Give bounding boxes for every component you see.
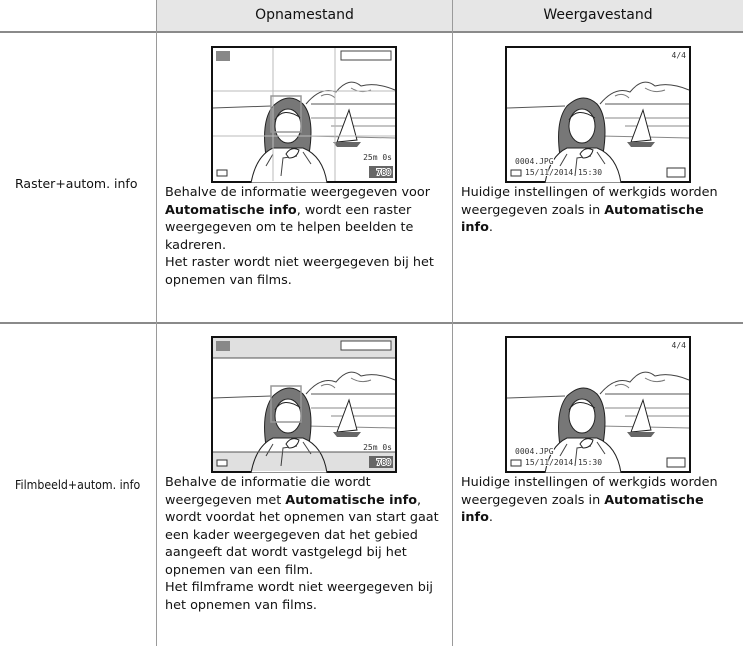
row-label: Raster+autom. info [15,176,138,191]
mode-icon [216,341,230,351]
battery-icon [216,169,228,177]
remaining-time: 25m 0s [363,443,392,452]
battery-icon [216,459,228,467]
header-cell: Opnamestand [157,0,452,31]
film-frame [213,357,395,453]
remaining-frames: 780 [377,458,392,467]
bold-term: Automatische info [285,492,417,508]
size-icon [666,167,686,178]
date-time: 15/11/2014 15:30 [525,458,602,467]
paragraph: Het filmframe wordt niet weergegeven bij… [165,579,442,614]
paragraph: Huidige instellingen of werkgids worden … [461,474,733,527]
cell-text: Behalve de informatie weergegeven voor A… [165,184,442,289]
battery-icon [510,169,522,177]
row-rule [0,322,743,324]
text-run: , wordt een raster weergegeven om te hel… [165,202,414,253]
image-counter: 4/4 [672,341,687,350]
text-run: . [488,220,493,235]
frames-box [369,166,393,178]
text-run: Het raster wordt niet weergegeven bij he… [165,255,434,288]
battery-icon [510,459,522,467]
text-run: Behalve de informatie die wordt weergege… [165,475,371,508]
text-run: , wordt voordat het opnemen van start ga… [165,492,439,578]
date-time: 15/11/2014 15:30 [525,168,602,177]
focus-frame [270,95,302,133]
column-rule [452,0,453,646]
bold-term: Automatische info [461,202,704,236]
text-run: Het filmframe wordt niet weergegeven bij… [165,580,433,613]
cell-text: Huidige instellingen of werkgids worden … [461,184,733,237]
focus-frame [270,385,302,423]
text-run: Huidige instellingen of werkgids worden … [461,475,718,508]
status-icons [340,340,392,351]
header-cell: Weergavestand [453,0,743,31]
paragraph: Het raster wordt niet weergegeven bij he… [165,254,442,289]
film-frame [213,452,395,471]
cell-text: Behalve de informatie die wordt weergege… [165,474,442,614]
scene-illustration [212,47,396,183]
remaining-frames: 780 [377,168,392,177]
remaining-time: 25m 0s [363,153,392,162]
header-rule [0,31,743,33]
file-name: 0004.JPG [515,447,554,456]
camera-screen: 4/4 0004.JPG 15/11/2014 15:30 [505,46,691,183]
text-run: Huidige instellingen of werkgids worden … [461,185,718,218]
image-counter: 4/4 [672,51,687,60]
camera-screen: 25m 0s 780 [211,46,397,183]
text-run: . [488,510,493,525]
paragraph: Behalve de informatie weergegeven voor A… [165,184,442,254]
file-name: 0004.JPG [515,157,554,166]
size-icon [666,457,686,468]
cell-text: Huidige instellingen of werkgids worden … [461,474,733,527]
paragraph: Huidige instellingen of werkgids worden … [461,184,733,237]
bold-term: Automatische info [165,202,297,218]
column-rule [156,0,157,646]
mode-icon [216,51,230,61]
paragraph: Behalve de informatie die wordt weergege… [165,474,442,579]
status-icons [340,50,392,61]
text-run: Behalve de informatie weergegeven voor [165,185,430,200]
camera-screen: 4/4 0004.JPG 15/11/2014 15:30 [505,336,691,473]
row-label: Filmbeeld+autom. info [15,477,141,492]
bold-term: Automatische info [461,492,704,526]
frames-box [369,456,393,468]
camera-screen: 25m 0s 780 [211,336,397,473]
